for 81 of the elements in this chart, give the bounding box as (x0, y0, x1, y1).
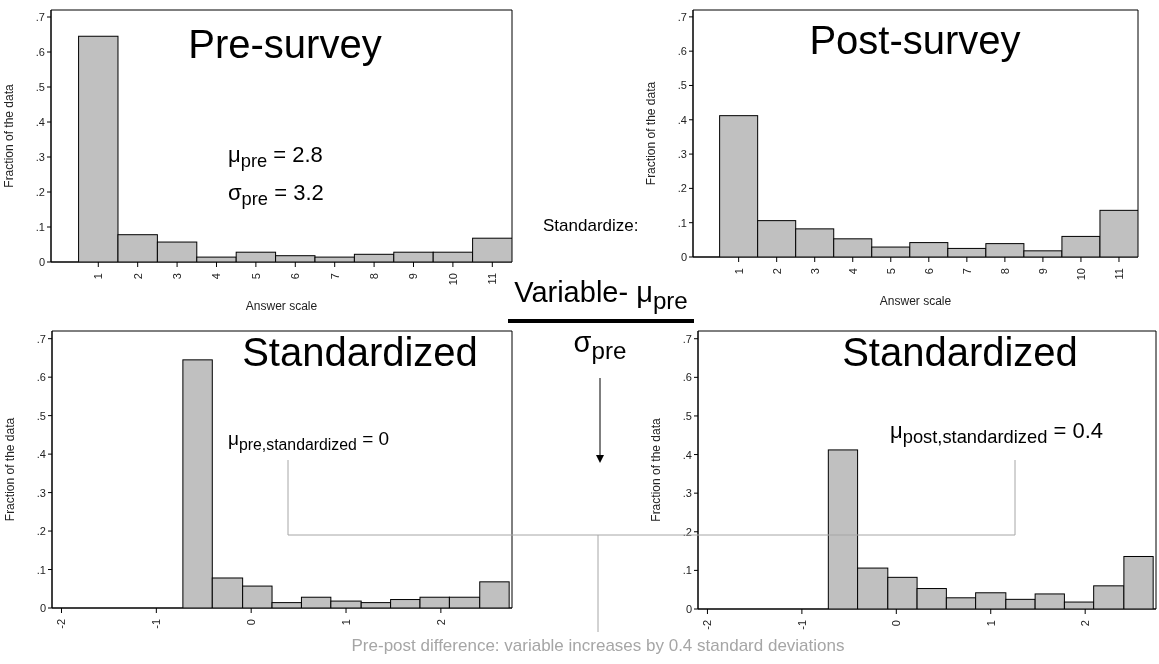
y-tick-label: .2 (35, 186, 45, 198)
x-tick-label: -1 (150, 619, 163, 629)
x-tick-label: 3 (808, 268, 821, 275)
y-tick-label: .4 (35, 116, 45, 128)
chart-title: Standardized (842, 330, 1078, 375)
chart-title: Post-survey (809, 18, 1021, 63)
text: Standardize: (543, 216, 639, 236)
x-tick-label: 7 (328, 273, 341, 280)
y-tick-label: .6 (36, 371, 46, 384)
x-tick-label: 3 (171, 273, 184, 280)
x-tick-label: 8 (998, 268, 1011, 275)
y-tick-label: .4 (36, 448, 46, 461)
y-tick-label: .7 (682, 332, 692, 345)
x-tick-label: 11 (1112, 268, 1125, 280)
y-tick-label: .3 (35, 151, 45, 163)
x-tick-label: 1 (984, 620, 997, 627)
y-tick-label: 0 (680, 251, 687, 263)
x-tick-label: 2 (131, 273, 144, 280)
x-tick-label: 0 (245, 619, 258, 626)
y-tick-label: .3 (677, 148, 687, 161)
y-tick-label: .2 (682, 525, 692, 538)
y-tick-label: .5 (677, 79, 687, 92)
y-tick-label: .1 (677, 216, 687, 229)
x-tick-label: 10 (1074, 268, 1087, 281)
x-tick-label: 11 (486, 273, 499, 285)
y-tick-label: .3 (682, 487, 692, 500)
x-tick-label: 9 (1036, 268, 1049, 275)
x-tick-label: -1 (795, 620, 808, 630)
y-tick-label: .2 (36, 525, 46, 538)
y-tick-label: .4 (677, 113, 687, 126)
y-tick-label: .5 (36, 409, 46, 422)
chart-title: Standardized (242, 330, 478, 375)
annotation: μ$_{pre}$ = 2.8 (228, 142, 323, 173)
text: Pre-post difference: variable increases by 0.4 standard deviations (351, 636, 845, 656)
x-tick-label: 5 (884, 268, 897, 275)
y-axis-title: Fraction of the data (649, 417, 664, 522)
x-tick-label: 4 (846, 268, 859, 275)
x-tick-label: 10 (446, 273, 459, 286)
x-tick-label: 1 (340, 619, 353, 626)
y-tick-label: .6 (35, 46, 45, 58)
x-tick-label: 7 (960, 268, 973, 275)
x-tick-label: 2 (434, 619, 447, 626)
x-tick-label: 6 (922, 268, 935, 275)
y-tick-label: .6 (677, 45, 687, 58)
x-tick-label: 1 (732, 268, 745, 275)
y-tick-label: 0 (685, 603, 692, 615)
y-tick-label: .7 (36, 332, 46, 345)
x-tick-label: 4 (210, 273, 223, 280)
x-tick-label: 5 (249, 273, 262, 280)
x-tick-label: 2 (770, 268, 783, 275)
x-axis-title: Answer scale (245, 299, 318, 313)
x-tick-label: 2 (1079, 620, 1092, 627)
x-axis-title: Answer scale (879, 294, 952, 308)
text: Variable- μ$_{pre}$ (514, 276, 688, 315)
x-tick-label: -2 (701, 620, 714, 630)
text: σ$_{pre}$ (573, 326, 627, 365)
y-tick-label: .2 (677, 182, 687, 195)
x-tick-label: 6 (289, 273, 302, 280)
annotation: μ$_{post,standardized}$ = 0.4 (890, 418, 1104, 449)
y-axis-title: Fraction of the data (644, 81, 659, 186)
y-tick-label: .5 (682, 409, 692, 422)
annotation: μ$_{pre,standardized}$ = 0 (228, 428, 390, 454)
y-tick-label: 0 (39, 602, 46, 614)
chart-title: Pre-survey (188, 22, 382, 67)
y-tick-label: .1 (682, 564, 692, 577)
y-axis-title: Fraction of the data (3, 417, 18, 522)
y-tick-label: .7 (677, 10, 687, 23)
y-tick-label: .5 (35, 81, 45, 93)
x-tick-label: 9 (407, 273, 420, 280)
y-axis-title: Fraction of the data (2, 83, 17, 188)
y-tick-label: .4 (682, 448, 692, 461)
x-tick-label: 8 (368, 273, 381, 280)
y-tick-label: .1 (35, 221, 45, 233)
annotation: σ$_{pre}$ = 3.2 (228, 180, 324, 211)
y-tick-label: .3 (36, 486, 46, 499)
x-tick-label: -2 (55, 619, 68, 629)
y-tick-label: .1 (36, 563, 46, 576)
y-tick-label: .7 (35, 11, 45, 23)
y-tick-label: .6 (682, 371, 692, 384)
x-tick-label: 1 (92, 273, 105, 280)
x-tick-label: 0 (890, 620, 903, 627)
